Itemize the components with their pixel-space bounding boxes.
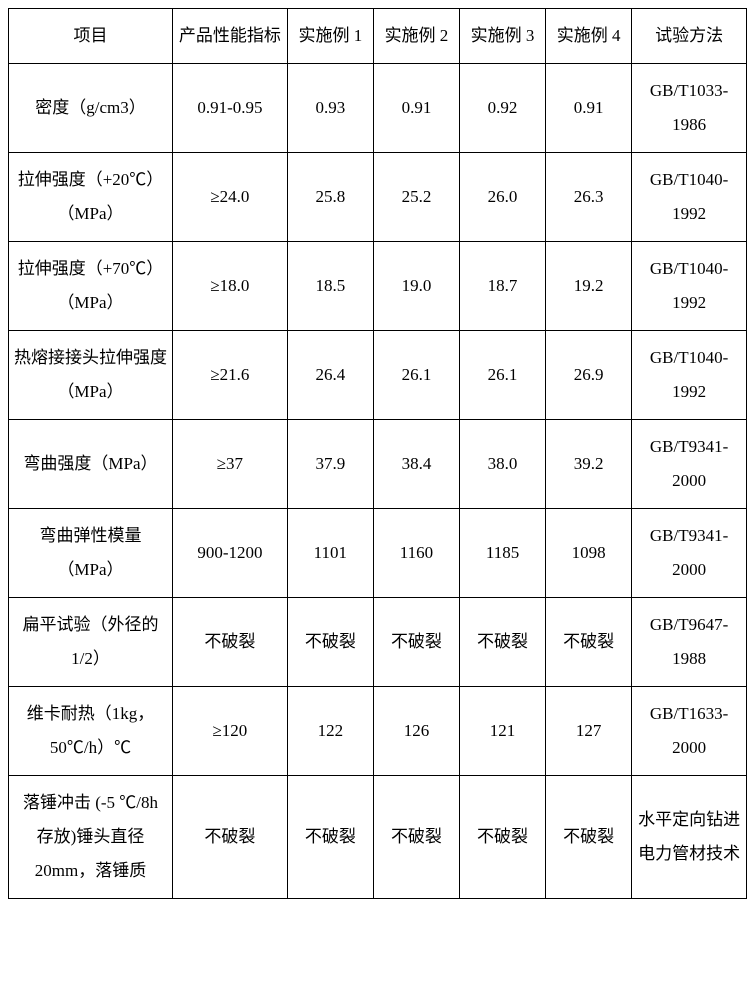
cell: ≥120 [173,687,288,776]
cell: 26.1 [459,331,545,420]
cell: 19.2 [546,242,632,331]
cell: 0.91 [546,64,632,153]
cell: 127 [546,687,632,776]
cell: 弯曲强度（MPa） [9,420,173,509]
col-header: 产品性能指标 [173,9,288,64]
cell: 26.1 [373,331,459,420]
cell: 0.91 [373,64,459,153]
table-row: 落锤冲击 (-5 ℃/8h 存放)锤头直径 20mm，落锤质 不破裂 不破裂 不… [9,776,747,899]
cell: 1160 [373,509,459,598]
cell: 不破裂 [546,776,632,899]
cell: 不破裂 [459,598,545,687]
cell: 18.5 [287,242,373,331]
cell: ≥37 [173,420,288,509]
cell: 弯曲弹性模量（MPa） [9,509,173,598]
col-header: 实施例 2 [373,9,459,64]
cell: 不破裂 [373,598,459,687]
cell: 不破裂 [173,776,288,899]
header-row: 项目 产品性能指标 实施例 1 实施例 2 实施例 3 实施例 4 试验方法 [9,9,747,64]
cell: GB/T1040-1992 [632,242,747,331]
table-row: 维卡耐热（1kg，50℃/h）℃ ≥120 122 126 121 127 GB… [9,687,747,776]
cell: 122 [287,687,373,776]
cell: 38.0 [459,420,545,509]
table-row: 拉伸强度（+20℃）（MPa） ≥24.0 25.8 25.2 26.0 26.… [9,153,747,242]
col-header: 实施例 1 [287,9,373,64]
cell: 25.8 [287,153,373,242]
cell: 不破裂 [287,776,373,899]
cell: GB/T1033-1986 [632,64,747,153]
col-header: 项目 [9,9,173,64]
cell: 水平定向钻进电力管材技术 [632,776,747,899]
cell: 39.2 [546,420,632,509]
cell: 37.9 [287,420,373,509]
cell: 不破裂 [546,598,632,687]
cell: 38.4 [373,420,459,509]
table-row: 拉伸强度（+70℃）（MPa） ≥18.0 18.5 19.0 18.7 19.… [9,242,747,331]
cell: 落锤冲击 (-5 ℃/8h 存放)锤头直径 20mm，落锤质 [9,776,173,899]
cell: 19.0 [373,242,459,331]
cell: GB/T9341-2000 [632,420,747,509]
cell: GB/T1633-2000 [632,687,747,776]
cell: 不破裂 [459,776,545,899]
cell: 密度（g/cm3） [9,64,173,153]
cell: GB/T1040-1992 [632,331,747,420]
data-table: 项目 产品性能指标 实施例 1 实施例 2 实施例 3 实施例 4 试验方法 密… [8,8,747,899]
cell: GB/T1040-1992 [632,153,747,242]
cell: GB/T9647-1988 [632,598,747,687]
cell: 热熔接接头拉伸强度（MPa） [9,331,173,420]
cell: 不破裂 [287,598,373,687]
cell: 1098 [546,509,632,598]
cell: 1185 [459,509,545,598]
table-body: 密度（g/cm3） 0.91-0.95 0.93 0.91 0.92 0.91 … [9,64,747,899]
col-header: 试验方法 [632,9,747,64]
cell: 25.2 [373,153,459,242]
cell: 900-1200 [173,509,288,598]
cell: 0.92 [459,64,545,153]
cell: 不破裂 [373,776,459,899]
cell: 18.7 [459,242,545,331]
cell: GB/T9341-2000 [632,509,747,598]
cell: 0.93 [287,64,373,153]
col-header: 实施例 4 [546,9,632,64]
cell: 维卡耐热（1kg，50℃/h）℃ [9,687,173,776]
col-header: 实施例 3 [459,9,545,64]
cell: ≥21.6 [173,331,288,420]
cell: 拉伸强度（+70℃）（MPa） [9,242,173,331]
table-row: 扁平试验（外径的 1/2） 不破裂 不破裂 不破裂 不破裂 不破裂 GB/T96… [9,598,747,687]
cell: 扁平试验（外径的 1/2） [9,598,173,687]
table-row: 弯曲弹性模量（MPa） 900-1200 1101 1160 1185 1098… [9,509,747,598]
cell: 26.4 [287,331,373,420]
cell: 0.91-0.95 [173,64,288,153]
cell: ≥18.0 [173,242,288,331]
cell: ≥24.0 [173,153,288,242]
cell: 1101 [287,509,373,598]
table-row: 密度（g/cm3） 0.91-0.95 0.93 0.91 0.92 0.91 … [9,64,747,153]
cell: 26.0 [459,153,545,242]
cell: 拉伸强度（+20℃）（MPa） [9,153,173,242]
table-head: 项目 产品性能指标 实施例 1 实施例 2 实施例 3 实施例 4 试验方法 [9,9,747,64]
table-row: 弯曲强度（MPa） ≥37 37.9 38.4 38.0 39.2 GB/T93… [9,420,747,509]
table-row: 热熔接接头拉伸强度（MPa） ≥21.6 26.4 26.1 26.1 26.9… [9,331,747,420]
cell: 26.9 [546,331,632,420]
cell: 126 [373,687,459,776]
cell: 不破裂 [173,598,288,687]
cell: 121 [459,687,545,776]
cell: 26.3 [546,153,632,242]
